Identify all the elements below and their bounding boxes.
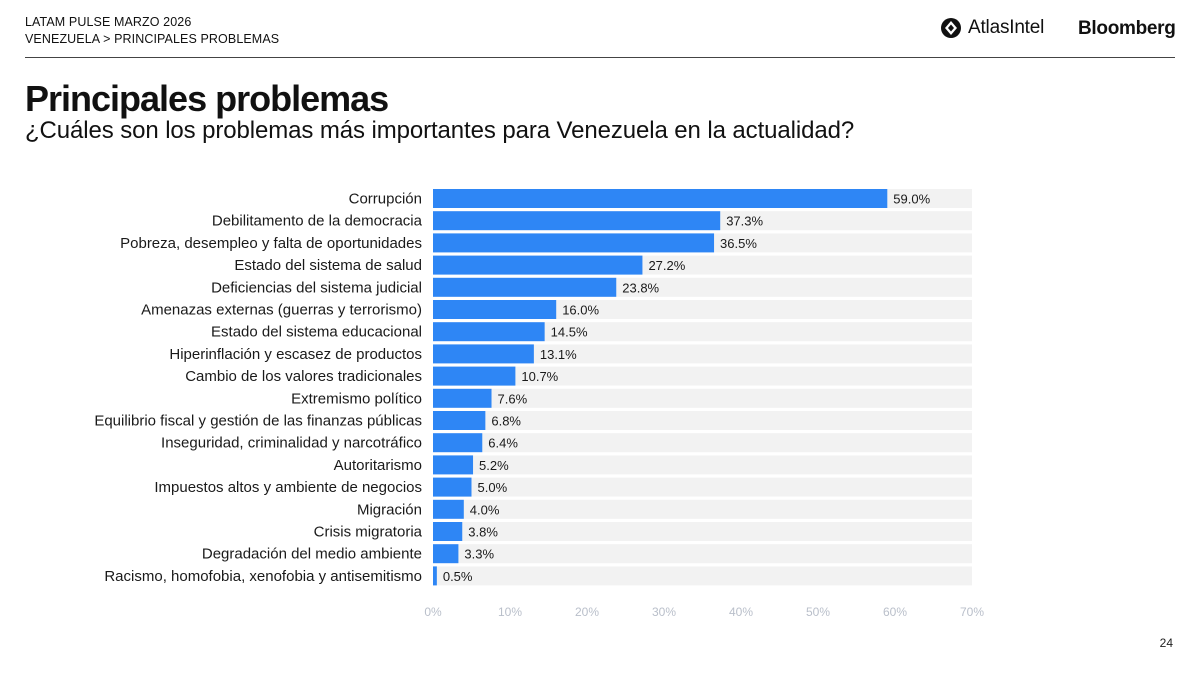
value-label: 10.7% <box>521 369 558 384</box>
bar <box>433 388 492 408</box>
bar-track <box>433 522 972 541</box>
bar-track <box>433 544 972 564</box>
category-label: Equilibrio fiscal y gestión de las finan… <box>94 413 422 430</box>
value-label: 5.0% <box>478 480 508 495</box>
value-label: 6.4% <box>488 436 518 451</box>
header-divider <box>25 57 1175 58</box>
bar <box>433 455 474 475</box>
bar <box>433 344 534 364</box>
x-tick-label: 0% <box>424 605 442 619</box>
category-label: Racismo, homofobia, xenofobia y antisemi… <box>104 568 422 585</box>
atlasintel-logo-icon <box>941 18 961 38</box>
x-tick-label: 20% <box>575 605 599 619</box>
bar-track <box>433 477 972 497</box>
page-number: 24 <box>1159 636 1173 650</box>
x-tick-label: 30% <box>652 605 676 619</box>
category-label: Amenazas externas (guerras y terrorismo) <box>141 302 422 319</box>
category-label: Hiperinflación y escasez de productos <box>169 346 422 363</box>
category-label: Migración <box>357 501 422 518</box>
bar-track <box>433 366 972 386</box>
bar <box>433 477 472 497</box>
category-label: Deficiencias del sistema judicial <box>211 279 422 296</box>
bar <box>433 566 437 586</box>
bar <box>433 277 617 297</box>
category-label: Debilitamento de la democracia <box>212 213 423 230</box>
bar-track <box>433 322 972 342</box>
bar-track <box>433 300 972 319</box>
category-label: Pobreza, desempleo y falta de oportunida… <box>120 235 422 252</box>
bar-track <box>433 388 972 408</box>
category-label: Cambio de los valores tradicionales <box>185 368 422 385</box>
category-label: Impuestos altos y ambiente de negocios <box>154 479 422 496</box>
bar-track <box>433 411 972 430</box>
x-tick-label: 40% <box>729 605 753 619</box>
value-label: 37.3% <box>726 214 763 229</box>
bar <box>433 300 557 319</box>
page-title: Principales problemas <box>25 78 389 119</box>
bar <box>433 411 486 430</box>
value-label: 23.8% <box>622 280 659 295</box>
category-label: Inseguridad, criminalidad y narcotráfico <box>161 435 422 452</box>
bar <box>433 322 545 342</box>
category-label: Degradación del medio ambiente <box>202 546 422 563</box>
value-label: 13.1% <box>540 347 577 362</box>
bloomberg-logo: Bloomberg <box>1078 18 1176 39</box>
bar <box>433 433 483 453</box>
value-label: 6.8% <box>491 414 521 429</box>
category-label: Corrupción <box>349 191 422 208</box>
value-label: 3.3% <box>464 547 494 562</box>
bar <box>433 544 459 564</box>
bar <box>433 211 721 231</box>
bar-track <box>433 499 972 519</box>
x-tick-label: 10% <box>498 605 522 619</box>
value-label: 14.5% <box>551 325 588 340</box>
x-tick-label: 50% <box>806 605 830 619</box>
value-label: 3.8% <box>468 525 498 540</box>
bar <box>433 499 464 519</box>
bar <box>433 522 463 541</box>
value-label: 5.2% <box>479 458 509 473</box>
x-tick-label: 60% <box>883 605 907 619</box>
bar <box>433 255 643 275</box>
value-label: 59.0% <box>893 192 930 207</box>
bar-track <box>433 344 972 364</box>
category-label: Crisis migratoria <box>314 524 423 541</box>
bar-track <box>433 566 972 586</box>
x-tick-label: 70% <box>960 605 984 619</box>
report-header: LATAM PULSE MARZO 2026 VENEZUELA > PRINC… <box>25 14 279 48</box>
value-label: 27.2% <box>648 258 685 273</box>
report-series-label: LATAM PULSE MARZO 2026 <box>25 15 192 29</box>
bar <box>433 189 888 208</box>
value-label: 4.0% <box>470 502 500 517</box>
page-subtitle: ¿Cuáles son los problemas más importante… <box>25 117 855 144</box>
category-label: Estado del sistema de salud <box>234 257 422 274</box>
bar-chart: Corrupción 59.0% Debilitamento de la democ… <box>94 189 984 619</box>
breadcrumb: VENEZUELA > PRINCIPALES PROBLEMAS <box>25 32 280 46</box>
value-label: 36.5% <box>720 236 757 251</box>
category-label: Estado del sistema educacional <box>211 324 422 341</box>
value-label: 0.5% <box>443 569 473 584</box>
bar <box>433 233 715 253</box>
bar <box>433 366 516 386</box>
category-label: Extremismo político <box>291 390 422 407</box>
bar-track <box>433 455 972 475</box>
bar-track <box>433 433 972 453</box>
atlasintel-logo-text: AtlasIntel <box>968 17 1045 38</box>
value-label: 7.6% <box>498 391 528 406</box>
value-label: 16.0% <box>562 303 599 318</box>
category-label: Autoritarismo <box>334 457 422 474</box>
atlasintel-logo: AtlasIntel <box>940 17 1044 39</box>
